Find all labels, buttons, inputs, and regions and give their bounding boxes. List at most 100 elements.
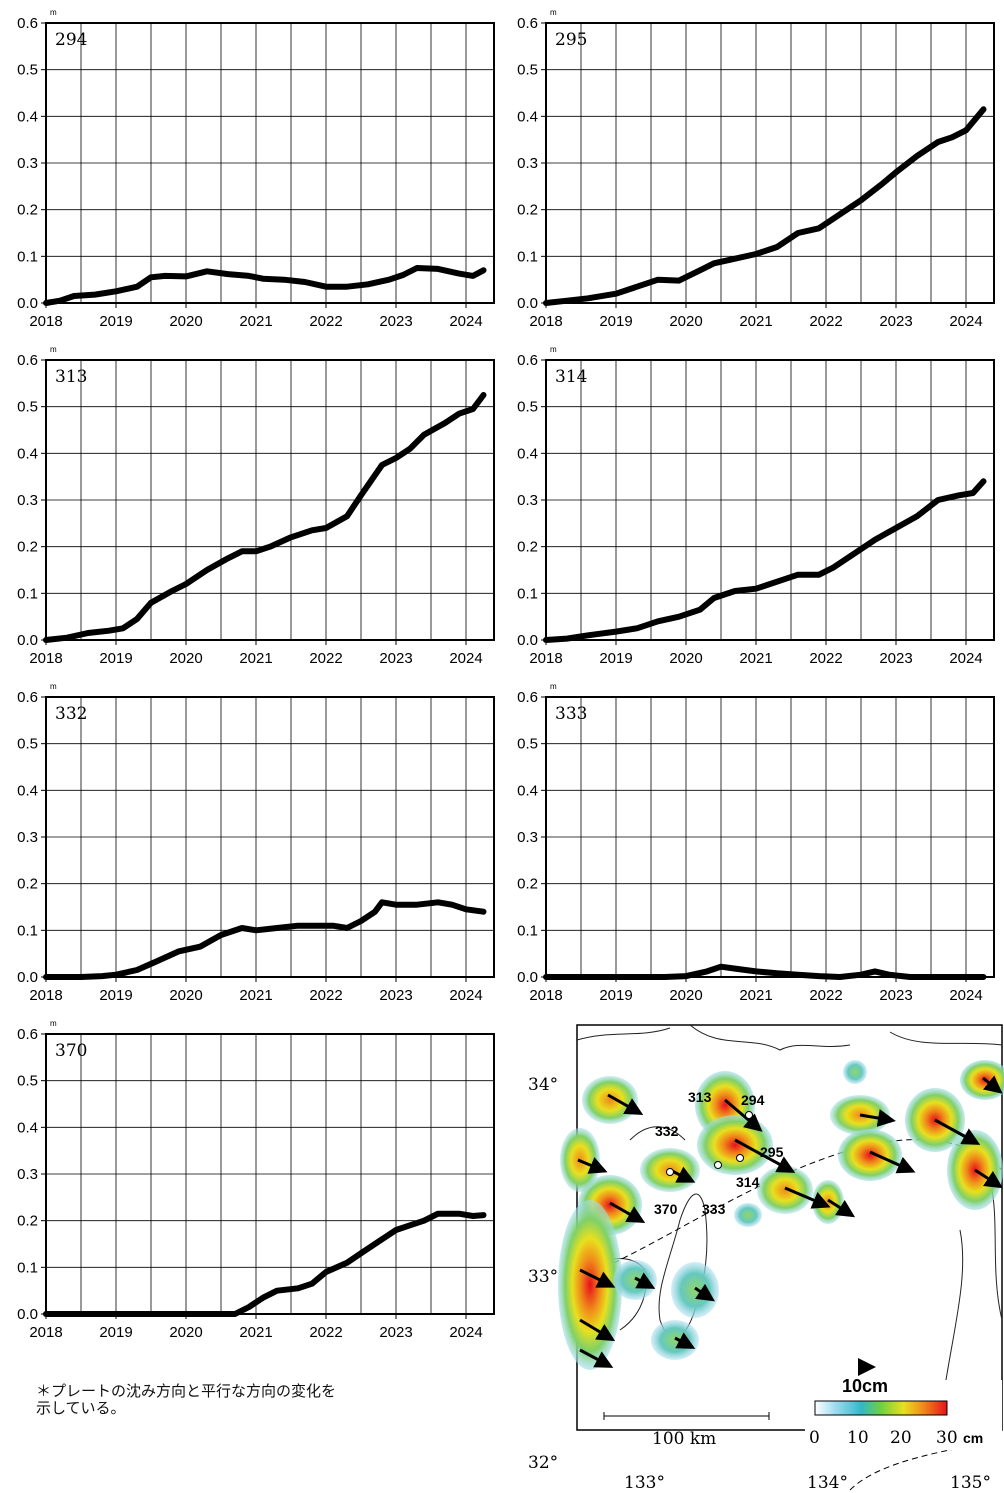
chart-panel-313: 0.0 0.1 0.2 0.3 0.4 0.5 0.6 2018 2019 2020 2021 202… xyxy=(17,345,495,667)
chart-panel-370: 0.0 0.1 0.2 0.3 0.4 0.5 0.6 2018 2019 2020 2021 202… xyxy=(17,1019,495,1341)
plot-frame xyxy=(45,22,495,304)
footnote-line-2: 示している。 xyxy=(36,1399,126,1417)
y-tick-label: 0.1 xyxy=(17,922,38,939)
x-tick-label: 2018 xyxy=(29,313,62,330)
plot-frame xyxy=(45,696,495,978)
displacement-vectors xyxy=(577,1075,1004,1368)
y-tick-label: 0.1 xyxy=(517,922,538,939)
y-tick-label: 0.2 xyxy=(17,202,38,219)
x-tick-label: 2020 xyxy=(169,1324,202,1341)
y-tick-label: 0.3 xyxy=(17,492,38,509)
x-tick-label: 2019 xyxy=(99,650,132,667)
y-tick-label: 0.0 xyxy=(17,969,38,986)
x-tick-label: 2023 xyxy=(879,313,912,330)
y-tick-label: 0.2 xyxy=(17,539,38,556)
y-unit-label: m xyxy=(550,8,557,17)
legend: 10cm 0 10 20 30 cm xyxy=(805,1358,1002,1450)
y-tick-label: 0.3 xyxy=(17,829,38,846)
y-tick-label: 0.2 xyxy=(517,539,538,556)
station-label-313: 313 xyxy=(688,1089,712,1105)
y-unit-label: m xyxy=(550,682,557,691)
y-unit-label: m xyxy=(550,345,557,354)
slip-map: 313 294 332 295 314 370 333 34° 33° 32° … xyxy=(528,1024,1004,1493)
y-tick-label: 0.3 xyxy=(17,155,38,172)
x-tick-label: 2022 xyxy=(309,1324,342,1341)
vector-scale-label: 10cm xyxy=(842,1376,888,1396)
x-tick-label: 2018 xyxy=(29,650,62,667)
lon-label-135: 135° xyxy=(950,1473,991,1493)
series-line xyxy=(43,1210,487,1317)
x-tick-label: 2018 xyxy=(529,313,562,330)
x-tick-label: 2018 xyxy=(29,1324,62,1341)
plot-frame xyxy=(545,22,995,304)
station-label-370: 370 xyxy=(654,1201,678,1217)
y-tick-label: 0.3 xyxy=(517,492,538,509)
y-tick-label: 0.6 xyxy=(17,1026,38,1043)
series-line xyxy=(43,899,487,980)
station-title: 314 xyxy=(555,367,587,387)
y-tick-label: 0.5 xyxy=(17,1073,38,1090)
lon-label-134: 134° xyxy=(807,1473,848,1493)
station-markers xyxy=(666,1111,753,1176)
y-unit-label: m xyxy=(50,345,57,354)
x-tick-label: 2022 xyxy=(309,313,342,330)
chart-panel-295: 0.0 0.1 0.2 0.3 0.4 0.5 0.6 2018 2019 2020 2021 202… xyxy=(517,8,995,330)
scale-label: 100 km xyxy=(652,1429,716,1449)
map-frame xyxy=(576,1024,1003,1431)
plot-frame xyxy=(45,359,495,641)
y-tick-label: 0.1 xyxy=(17,585,38,602)
plot-frame xyxy=(545,359,995,641)
station-label-294: 294 xyxy=(741,1092,765,1108)
station-title: 333 xyxy=(555,704,587,724)
y-tick-label: 0.1 xyxy=(517,248,538,265)
lat-label-32: 32° xyxy=(528,1453,558,1473)
chart-panel-332: 0.0 0.1 0.2 0.3 0.4 0.5 0.6 2018 2019 2020 2021 202… xyxy=(17,682,495,1004)
y-tick-label: 0.6 xyxy=(517,15,538,32)
chart-panel-314: 0.0 0.1 0.2 0.3 0.4 0.5 0.6 2018 2019 2020 2021 202… xyxy=(517,345,995,667)
y-tick-label: 0.2 xyxy=(517,202,538,219)
x-tick-label: 2019 xyxy=(599,987,632,1004)
x-tick-label: 2019 xyxy=(99,987,132,1004)
x-tick-label: 2021 xyxy=(739,313,772,330)
y-tick-label: 0.2 xyxy=(17,876,38,893)
series-line xyxy=(543,478,987,643)
lon-label-133: 133° xyxy=(624,1473,665,1493)
x-tick-label: 2023 xyxy=(379,313,412,330)
colorbar xyxy=(814,1400,948,1416)
y-tick-label: 0.5 xyxy=(517,736,538,753)
y-tick-label: 0.5 xyxy=(517,399,538,416)
x-tick-label: 2022 xyxy=(309,650,342,667)
x-tick-label: 2020 xyxy=(669,987,702,1004)
station-label-314: 314 xyxy=(736,1174,760,1190)
x-tick-label: 2023 xyxy=(879,987,912,1004)
series-line xyxy=(43,392,487,643)
colorbar-unit: cm xyxy=(963,1430,983,1446)
y-tick-label: 0.6 xyxy=(17,689,38,706)
y-tick-label: 0.6 xyxy=(517,352,538,369)
x-tick-label: 2023 xyxy=(379,987,412,1004)
y-tick-label: 0.3 xyxy=(517,829,538,846)
x-tick-label: 2021 xyxy=(739,987,772,1004)
x-tick-label: 2024 xyxy=(949,650,982,667)
station-title: 295 xyxy=(555,30,587,50)
x-tick-label: 2020 xyxy=(169,987,202,1004)
y-tick-label: 0.0 xyxy=(17,295,38,312)
chart-panel-333: 0.0 0.1 0.2 0.3 0.4 0.5 0.6 2018 2019 2020 2021 202… xyxy=(517,682,995,1004)
y-tick-label: 0.4 xyxy=(17,445,38,462)
scale-bar: 100 km xyxy=(584,1395,794,1449)
y-tick-label: 0.0 xyxy=(517,295,538,312)
station-title: 370 xyxy=(55,1041,87,1061)
footnote: ＊プレートの沈み方向と平行な方向の変化を 示している。 xyxy=(36,1383,416,1417)
x-tick-label: 2021 xyxy=(239,987,272,1004)
series-line xyxy=(43,265,487,306)
x-tick-label: 2022 xyxy=(809,313,842,330)
x-tick-label: 2024 xyxy=(949,987,982,1004)
plot-frame xyxy=(545,696,995,978)
x-tick-label: 2020 xyxy=(669,650,702,667)
y-tick-label: 0.5 xyxy=(517,62,538,79)
x-tick-label: 2019 xyxy=(99,313,132,330)
chart-panel-294: 0.0 0.1 0.2 0.3 0.4 0.5 0.6 2018 2019 2020 2021 202… xyxy=(17,8,495,330)
x-tick-label: 2024 xyxy=(449,1324,482,1341)
y-tick-label: 0.0 xyxy=(517,632,538,649)
